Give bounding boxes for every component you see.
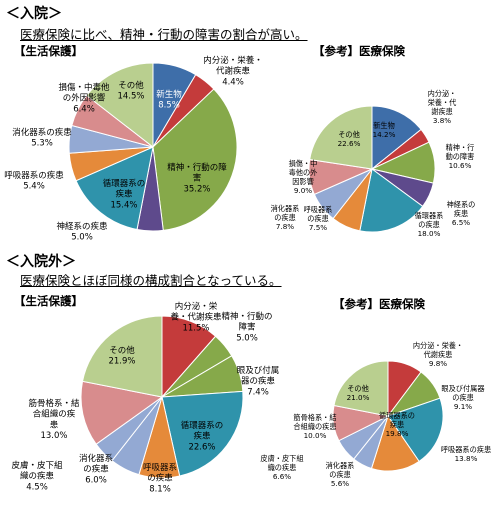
pie-label-2-4: 呼吸器系の疾患 8.1%	[143, 462, 177, 494]
pie-label-0-4: 循環器系の疾患 15.4%	[103, 178, 146, 210]
pie-label-0-5: 呼吸器系の疾患 5.4%	[4, 170, 64, 192]
pie-slice-2-3	[161, 390, 244, 477]
pie-slice-0-8	[85, 62, 154, 149]
pie-chart-3	[332, 360, 444, 472]
pie-label-1-6: 消化器系の疾患 7.8%	[271, 204, 300, 231]
pie-slice-3-3	[370, 414, 420, 472]
pie-label-1-4: 循環器系の疾患 18.0%	[415, 211, 444, 238]
pie-label-1-2: 精神・行動の障害 10.6%	[446, 143, 475, 170]
pie-slice-2-7	[80, 380, 164, 445]
pie-chart-2	[80, 315, 244, 479]
pie-label-2-7: 筋骨格系・結合組織の疾患 13.0%	[28, 398, 80, 441]
pie-label-0-2: 精神・行動の障害 35.2%	[167, 162, 227, 194]
pie-slice-3-2	[387, 397, 444, 463]
chart-title-welfare-outpatient: 【生活保護】	[14, 294, 83, 308]
pie-label-3-2: 循環器系の疾患 19.8%	[379, 411, 415, 438]
pie-label-1-0: 新生物 14.2%	[373, 121, 396, 139]
pie-label-2-5: 消化器系の疾患 6.0%	[79, 453, 113, 485]
pie-slice-0-4	[75, 146, 154, 231]
pie-slice-3-7	[333, 360, 389, 417]
pie-label-2-3: 循環器系の疾患 22.6%	[181, 420, 224, 452]
pie-chart-0	[68, 62, 238, 232]
pie-label-2-6: 皮膚・皮下組織の疾患 4.5%	[11, 460, 63, 492]
chart-title-welfare-inpatient: 【生活保護】	[14, 44, 83, 58]
pie-label-3-4: 消化器系の疾患 5.6%	[326, 461, 355, 488]
pie-label-0-8: その他 14.5%	[117, 80, 144, 102]
pie-label-0-0: 新生物 8.5%	[156, 89, 182, 111]
pie-label-0-6: 消化器系の疾患 5.3%	[12, 127, 72, 149]
pie-label-1-1: 内分泌・栄養・代謝疾患 3.8%	[428, 89, 457, 125]
pie-slice-1-0	[371, 105, 422, 171]
pie-label-3-1: 眼及び付属器の疾患 9.1%	[441, 384, 484, 411]
section-title-outpatient: ＜入院外＞	[6, 254, 76, 270]
section-title-inpatient: ＜入院＞	[6, 6, 62, 22]
pie-label-0-3: 神経系の疾患 5.0%	[56, 221, 108, 243]
pie-label-1-7: 損傷・中毒他の外因影響 9.0%	[289, 159, 318, 195]
pie-label-3-0: 内分泌・栄養・代謝疾患 9.8%	[413, 341, 463, 368]
pie-label-0-1: 内分泌・栄養・代謝疾患 4.4%	[203, 55, 263, 87]
pie-label-2-8: その他 21.9%	[108, 345, 135, 367]
section-desc-outpatient: 医療保険とほぼ同様の構成割合となっている。	[20, 273, 282, 288]
pie-label-3-6: 筋骨格系・結合組織の疾患 10.0%	[293, 413, 336, 440]
pie-label-3-5: 皮膚・皮下組織の疾患 6.6%	[260, 454, 303, 481]
pie-slice-1-8	[309, 105, 373, 170]
pie-label-2-1: 精神・行動の障害 5.0%	[221, 311, 272, 343]
pie-label-0-7: 損傷・中毒他の外因影響 6.4%	[58, 82, 110, 114]
pie-label-3-7: その他 21.0%	[347, 384, 370, 402]
chart-title-insurance-inpatient: 【参考】医療保険	[313, 44, 405, 58]
pie-slice-0-2	[152, 88, 238, 231]
pie-slice-2-8	[81, 315, 163, 398]
pie-label-1-8: その他 22.6%	[338, 130, 361, 148]
pie-label-1-5: 呼吸器系の疾患 7.5%	[304, 205, 333, 232]
pie-label-1-3: 神経系の疾患 6.5%	[447, 200, 476, 227]
section-desc-inpatient: 医療保険に比べ、精神・行動の障害の割合が高い。	[20, 27, 308, 42]
pie-slice-1-4	[359, 168, 424, 233]
pie-label-2-2: 眼及び付属器の疾患 7.4%	[237, 365, 280, 397]
pie-chart-1	[308, 105, 436, 233]
pie-label-2-0: 内分泌・栄養・代謝疾患 11.5%	[170, 301, 222, 333]
pie-label-3-3: 呼吸器系の疾患 13.8%	[441, 445, 491, 463]
chart-title-insurance-outpatient: 【参考】医療保険	[333, 297, 425, 311]
